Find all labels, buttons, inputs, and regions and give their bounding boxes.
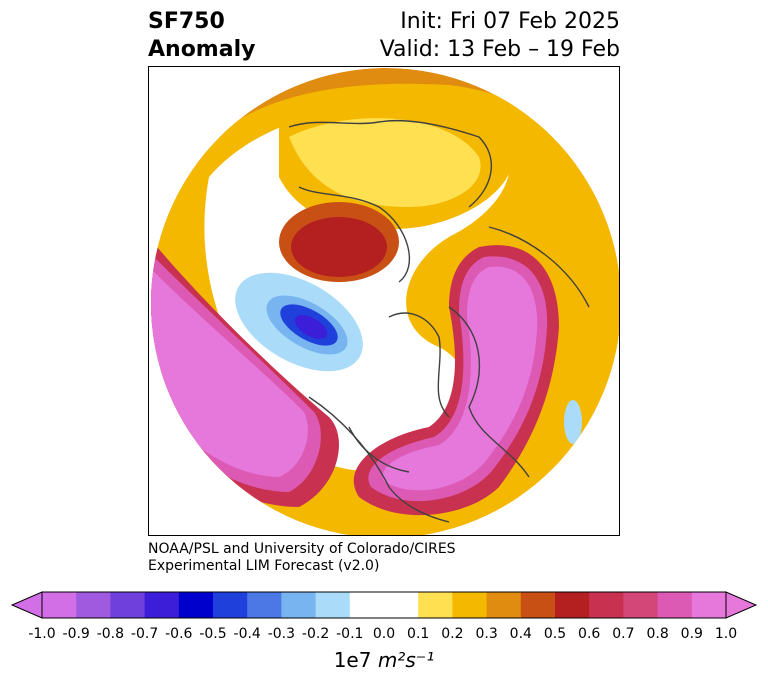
colorbar-tick-label: -0.2 [301, 626, 330, 642]
colorbar-swatch [384, 592, 419, 618]
colorbar-swatch [691, 592, 727, 618]
colorbar-under-arrow [10, 591, 43, 619]
colorbar-tick-label: 0.2 [441, 626, 464, 642]
colorbar-ticks: -1.0 -0.9 -0.8 -0.7 -0.6 -0.5 -0.4 -0.3 -0.2 -0.1… [0, 626, 768, 646]
credit-line-2: Experimental LIM Forecast (v2.0) [148, 558, 380, 574]
anomaly-title: Anomaly [148, 37, 256, 62]
high-anomaly-core [291, 217, 387, 277]
colorbar-tick-label: -0.6 [165, 626, 193, 642]
anomaly-map [151, 68, 619, 535]
colorbar-tick-label: 0.8 [646, 626, 669, 642]
colorbar-swatch [486, 592, 522, 618]
colorbar-swatch [589, 592, 624, 618]
colorbar-swatch [281, 592, 317, 618]
colorbar-tick-label: 0.4 [509, 626, 532, 642]
colorbar-unit: 1e7 m²s⁻¹ [0, 648, 768, 672]
colorbar-swatch [452, 592, 488, 618]
low-anomaly-core [294, 315, 328, 339]
colorbar-swatch [178, 592, 214, 618]
colorbar-swatch [110, 592, 146, 618]
coastlines [288, 119, 590, 523]
credit-line-1: NOAA/PSL and University of Colorado/CIRE… [148, 541, 456, 557]
colorbar-swatch [213, 592, 248, 618]
colorbar-tick-label: 0.1 [407, 626, 430, 642]
colorbar-tick-label: 0.7 [612, 626, 635, 642]
east-lobe-core [382, 266, 538, 491]
colorbar-tick-label: -1.0 [28, 626, 56, 642]
colorbar-unit-prefix: 1e7 [333, 648, 372, 672]
colorbar-tick-label: -0.3 [267, 626, 296, 642]
colorbar-tick-label: -0.7 [130, 626, 159, 642]
colorbar-swatch [144, 592, 180, 618]
credit-text: NOAA/PSL and University of Colorado/CIRE… [148, 541, 456, 575]
colorbar-tick-label: -0.1 [336, 626, 364, 642]
colorbar-tick-label: 0.6 [578, 626, 601, 642]
colorbar-swatch [247, 592, 282, 618]
colorbar-swatch [555, 592, 590, 618]
colorbar-unit-value: m²s⁻¹ [377, 648, 435, 672]
colorbar-tick-label: 0.5 [543, 626, 567, 642]
init-date: Init: Fri 07 Feb 2025 [400, 9, 620, 34]
east-low-anomaly [564, 400, 582, 444]
colorbar-swatch [315, 592, 351, 618]
colorbar-swatch [76, 592, 111, 618]
map-panel [148, 66, 620, 536]
colorbar-tick-label: -0.5 [199, 626, 227, 642]
colorbar-swatch [520, 592, 556, 618]
colorbar-outline [41, 591, 727, 619]
colorbar-swatch [657, 592, 693, 618]
colorbar-tick-label: 0.9 [680, 626, 703, 642]
colorbar-tick-label: 0.0 [372, 626, 396, 642]
colorbar-over-arrow [725, 591, 758, 619]
colorbar [10, 591, 758, 619]
colorbar-swatch [42, 592, 77, 618]
colorbar-swatch [349, 592, 385, 618]
title-right: Init: Fri 07 Feb 2025 Valid: 13 Feb – 19… [380, 8, 620, 64]
variable-title: SF750 [148, 9, 225, 34]
west-lobe-core [151, 267, 308, 477]
colorbar-tick-label: 0.3 [475, 626, 498, 642]
title-left: SF750 Anomaly [148, 8, 255, 64]
arctic-light-anomaly [289, 118, 481, 207]
colorbar-tick-label: -0.8 [96, 626, 125, 642]
colorbar-tick-label: 1.0 [714, 626, 738, 642]
colorbar-tick-label: -0.4 [233, 626, 261, 642]
colorbar-swatch [623, 592, 659, 618]
valid-range: Valid: 13 Feb – 19 Feb [379, 37, 620, 62]
colorbar-swatch [418, 592, 453, 618]
colorbar-tick-label: -0.9 [62, 626, 90, 642]
